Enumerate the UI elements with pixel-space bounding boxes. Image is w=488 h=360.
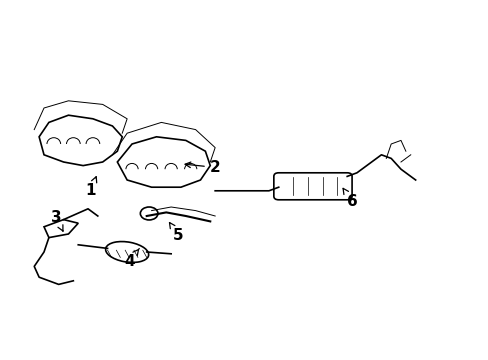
Text: 5: 5 [169,222,183,243]
Text: 1: 1 [85,177,97,198]
Text: 6: 6 [343,188,357,209]
Text: 3: 3 [51,210,63,231]
Text: 4: 4 [124,248,139,269]
Text: 2: 2 [184,160,220,175]
